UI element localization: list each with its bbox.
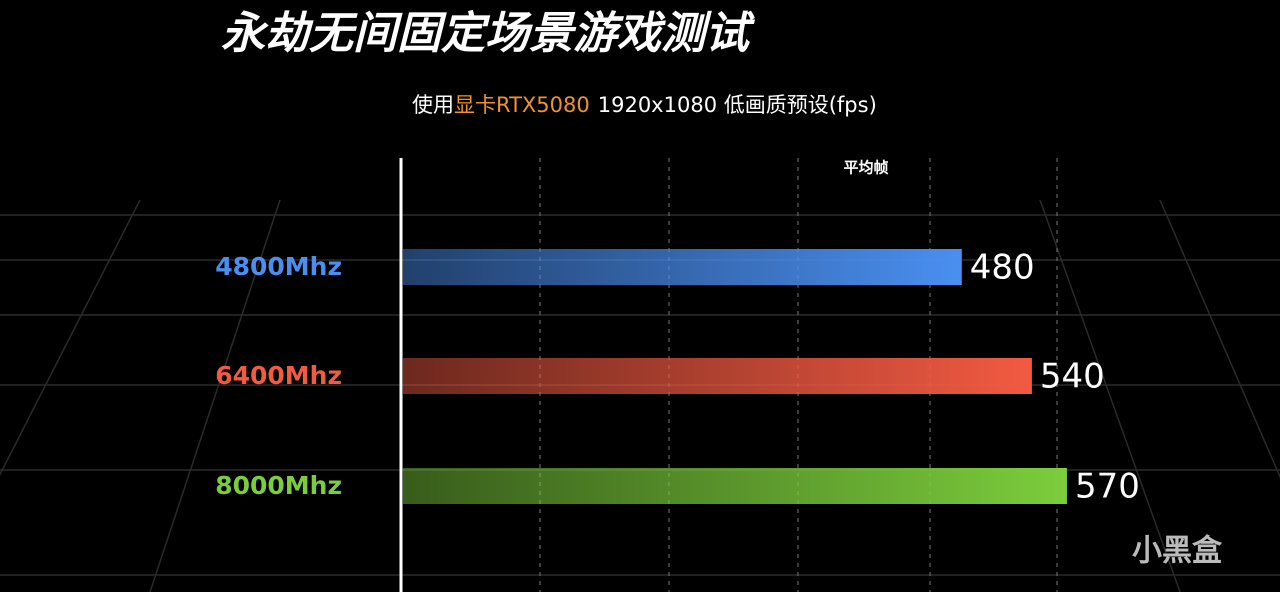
category-label: 8000Mhz: [215, 471, 342, 500]
subtitle-suffix: 1920x1080 低画质预设(fps): [598, 93, 877, 117]
value-label: 570: [1075, 467, 1140, 507]
value-label: 480: [970, 248, 1035, 288]
chart-subtitle: 使用显卡RTX5080 1920x1080 低画质预设(fps): [412, 93, 877, 117]
bar: [403, 468, 1067, 504]
subtitle-highlight: 显卡RTX5080: [454, 93, 590, 117]
value-label: 540: [1040, 357, 1105, 397]
watermark: 小黑盒: [1132, 534, 1223, 569]
category-label: 6400Mhz: [215, 361, 342, 390]
chart-title: 永劫无间固定场景游戏测试: [221, 8, 756, 59]
annotation: 平均帧: [843, 159, 888, 177]
bar: [403, 358, 1032, 394]
bar: [403, 249, 962, 285]
subtitle-prefix: 使用: [412, 93, 454, 117]
category-label: 4800Mhz: [215, 252, 342, 281]
